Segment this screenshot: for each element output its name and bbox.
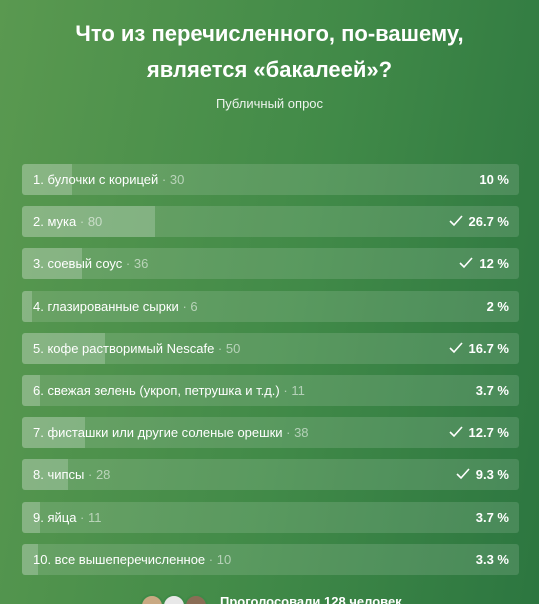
option-votes: 10 <box>205 552 231 567</box>
option-text: 3. соевый соус <box>33 256 123 272</box>
checkmark <box>459 257 473 269</box>
percent-bar <box>22 332 105 364</box>
option-label: 4. глазированные сырки6 <box>33 291 198 322</box>
option-label: 9. яйца11 <box>33 502 102 533</box>
percent-bar <box>22 459 69 491</box>
avatar <box>162 594 186 604</box>
option-percent: 3.7 % <box>475 383 509 398</box>
option-label: 8. чипсы28 <box>33 459 110 490</box>
option-text: 2. мука <box>33 214 77 230</box>
option-row: 7. фисташки или другие соленые орешки38 1… <box>22 417 519 449</box>
option-label: 7. фисташки или другие соленые орешки38 <box>33 417 309 448</box>
checkmark-path <box>459 257 473 269</box>
option-row: 8. чипсы28 9.3 % <box>22 459 519 491</box>
option-row: 2. мука80 26.7 % <box>22 206 519 238</box>
avatar <box>140 594 164 604</box>
option-label: 5. кофе растворимый Nescafe50 <box>33 333 240 364</box>
checkmark-path <box>456 468 470 480</box>
checkmark <box>456 468 470 480</box>
option-votes: 38 <box>283 425 309 440</box>
option-percent: 10 % <box>479 172 509 187</box>
option-text: 6. свежая зелень (укроп, петрушка и т.д.… <box>33 383 280 398</box>
option-percent: 9.3 % <box>475 467 509 483</box>
option-votes: 50 <box>214 341 240 356</box>
option-votes: 80 <box>76 214 102 229</box>
voters-count: Проголосовали 128 человек <box>220 594 402 604</box>
checkmark-path <box>449 342 463 353</box>
option-text: 8. чипсы <box>33 467 85 483</box>
option-text: 10. все вышеперечисленное <box>33 551 206 567</box>
option-row: 4. глазированные сырки6 2 % <box>22 290 519 322</box>
poll-subtitle: Публичный опрос <box>215 96 324 111</box>
checkmark <box>449 342 463 353</box>
poll-title: Что из перечисленного, по-вашему, являет… <box>75 21 464 82</box>
percent-bar <box>22 501 41 533</box>
checkmark-path <box>449 215 463 227</box>
percent-bar <box>22 417 86 449</box>
percent-bar <box>22 164 72 195</box>
option-label: 1. булочки с корицей30 <box>33 164 184 195</box>
option-percent: 16.7 % <box>468 340 509 356</box>
option-votes: 11 <box>76 510 101 525</box>
option-row: 5. кофе растворимый Nescafe50 16.7 % <box>22 332 519 364</box>
checkmark <box>449 215 463 227</box>
option-label: 3. соевый соус36 <box>33 248 148 279</box>
footer: Проголосовали 128 человек <box>0 592 539 604</box>
option-text: 5. кофе растворимый Nescafe <box>33 340 215 356</box>
percent-bar <box>22 206 155 238</box>
option-text: 7. фисташки или другие соленые орешки <box>33 425 283 441</box>
option-text: 9. яйца <box>33 509 77 525</box>
option-row: 3. соевый соус36 12 % <box>22 248 519 280</box>
option-row: 1. булочки с корицей30 10 % <box>22 164 519 195</box>
option-row: 9. яйца11 3.7 % <box>22 501 519 533</box>
option-votes: 28 <box>84 467 110 482</box>
percent-bar <box>22 375 41 406</box>
option-row: 6. свежая зелень (укроп, петрушка и т.д.… <box>22 375 519 406</box>
option-label: 10. все вышеперечисленное10 <box>33 544 231 575</box>
option-votes: 30 <box>158 172 184 187</box>
percent-bar <box>22 543 39 575</box>
option-votes: 11 <box>280 383 305 398</box>
option-percent: 3.3 % <box>475 551 509 567</box>
option-text: 1. булочки с корицей <box>33 172 159 187</box>
option-percent: 26.7 % <box>468 214 509 230</box>
checkmark <box>449 426 463 438</box>
option-votes: 6 <box>179 299 198 314</box>
option-percent: 3.7 % <box>475 509 509 525</box>
option-votes: 36 <box>122 256 148 271</box>
option-label: 6. свежая зелень (укроп, петрушка и т.д.… <box>33 375 305 406</box>
option-row: 10. все вышеперечисленное10 3.3 % <box>22 543 519 575</box>
percent-bar <box>22 290 32 322</box>
option-label: 2. мука80 <box>33 206 102 237</box>
avatar <box>184 594 208 604</box>
option-percent: 12.7 % <box>468 425 509 441</box>
option-percent: 12 % <box>479 256 509 272</box>
option-text: 4. глазированные сырки <box>33 298 179 314</box>
option-percent: 2 % <box>486 298 509 314</box>
checkmark-path <box>449 426 463 438</box>
percent-bar <box>22 248 82 280</box>
